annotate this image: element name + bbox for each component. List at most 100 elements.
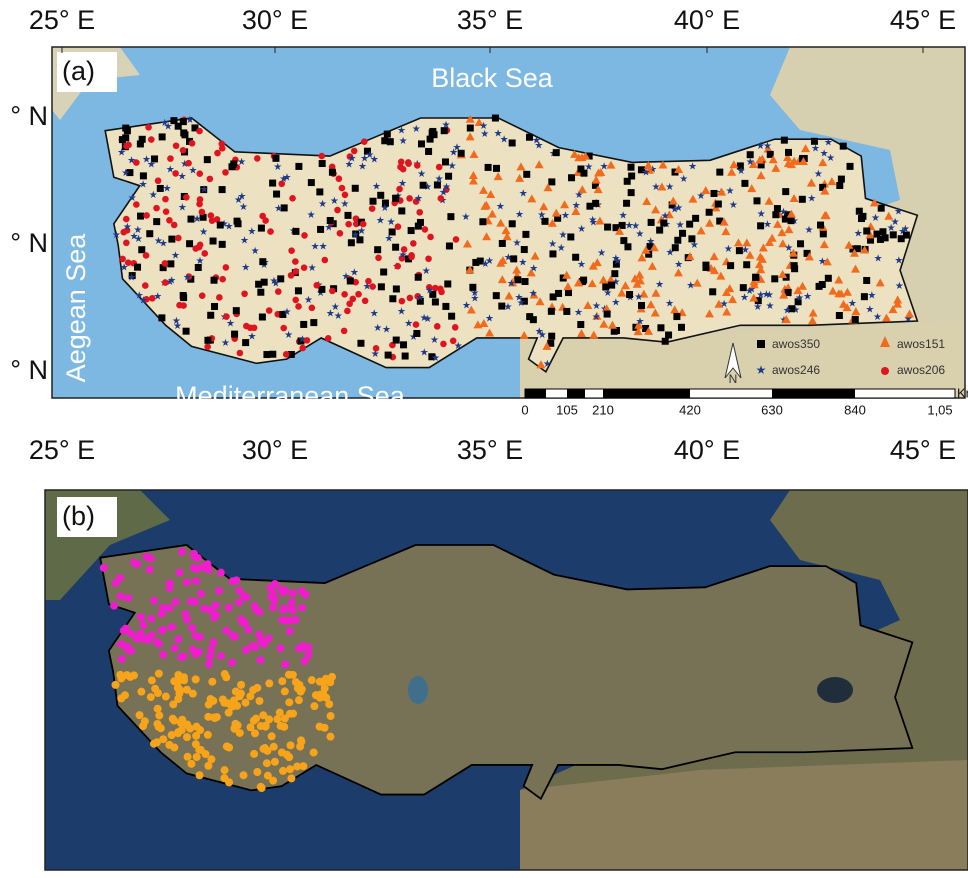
station-marker: [716, 169, 723, 176]
station-marker: [329, 288, 336, 295]
station-marker: ★: [417, 169, 426, 180]
station-marker: ★: [160, 118, 169, 129]
station-marker: [398, 159, 405, 166]
station-marker: [400, 166, 407, 173]
station-marker: [159, 133, 166, 140]
station-marker: ★: [538, 330, 547, 341]
station-marker: [385, 352, 392, 359]
station-marker: [123, 216, 130, 223]
station-marker: [189, 140, 196, 147]
station-marker: ★: [532, 136, 541, 147]
station-marker: [375, 255, 382, 262]
station-marker: [158, 314, 165, 321]
station-dot: [183, 720, 191, 728]
station-marker: ★: [430, 335, 439, 346]
map-a: ★★★★★★★★★★★★★★★★★★★★★★★★★★★★★★★★★★★★★★★★…: [52, 47, 965, 398]
station-marker: [137, 140, 144, 147]
station-dot: [278, 677, 286, 685]
station-marker: [526, 313, 533, 320]
station-dot: [289, 606, 297, 614]
station-marker: ★: [803, 292, 812, 303]
station-marker: ★: [200, 185, 209, 196]
station-marker: [216, 294, 223, 301]
station-marker: ★: [756, 141, 765, 152]
station-marker: [709, 288, 716, 295]
station-dot: [217, 652, 225, 660]
station-marker: [377, 192, 384, 199]
scale-label: 840: [844, 402, 866, 417]
station-marker: [344, 212, 351, 219]
legend-entry: awos206: [897, 363, 945, 377]
station-dot: [252, 606, 260, 614]
station-marker: [499, 240, 506, 247]
station-marker: ★: [895, 281, 904, 292]
station-marker: [199, 292, 206, 299]
station-marker: [429, 129, 436, 136]
station-dot: [229, 577, 237, 585]
station-marker: [259, 258, 266, 265]
station-dot: [118, 655, 126, 663]
station-marker: [753, 197, 760, 204]
station-marker: ★: [304, 295, 313, 306]
station-dot: [279, 767, 287, 775]
station-marker: ★: [811, 144, 820, 155]
station-marker: [440, 341, 447, 348]
station-marker: [442, 303, 449, 310]
station-marker: ★: [589, 218, 598, 229]
lon-label: 30° E: [242, 5, 308, 35]
station-dot: [192, 577, 200, 585]
station-marker: ★: [172, 316, 181, 327]
station-marker: [624, 243, 631, 250]
station-marker: ★: [741, 245, 750, 256]
station-dot: [281, 687, 289, 695]
station-marker: ★: [425, 285, 434, 296]
station-marker: [604, 224, 611, 231]
station-dot: [293, 762, 301, 770]
legend-entry: awos350: [772, 337, 820, 351]
station-marker: [384, 131, 391, 138]
station-marker: [836, 312, 843, 319]
station-marker: [678, 324, 685, 331]
station-marker: ★: [274, 204, 283, 215]
station-marker: [301, 232, 308, 239]
station-dot: [257, 637, 265, 645]
station-marker: ★: [479, 121, 488, 132]
station-dot: [230, 724, 238, 732]
station-marker: ★: [674, 260, 683, 271]
station-marker: ★: [279, 174, 288, 185]
station-dot: [205, 660, 213, 668]
station-dot: [222, 627, 230, 635]
station-marker: ★: [454, 341, 463, 352]
station-dot: [310, 702, 318, 710]
station-marker: [300, 321, 307, 328]
station-marker: ★: [783, 306, 792, 317]
station-dot: [265, 679, 273, 687]
station-marker: ★: [431, 353, 440, 364]
station-dot: [247, 723, 255, 731]
station-marker: ★: [873, 312, 882, 323]
station-dot: [269, 603, 277, 611]
station-marker: [257, 289, 264, 296]
station-marker: [138, 246, 145, 253]
map-b: [45, 490, 968, 870]
station-marker: ★: [725, 186, 734, 197]
station-marker: [153, 205, 160, 212]
sea-label: Mediterranean Sea: [175, 381, 406, 411]
station-dot: [190, 550, 198, 558]
station-dot: [192, 650, 200, 658]
station-marker: ★: [241, 262, 250, 273]
station-marker: ★: [163, 183, 172, 194]
station-dot: [154, 705, 162, 713]
station-dot: [171, 598, 179, 606]
station-marker: [380, 268, 387, 275]
station-marker: [347, 277, 354, 284]
station-marker: [665, 332, 672, 339]
station-dot: [285, 671, 293, 679]
station-marker: [620, 237, 627, 244]
station-marker: ★: [422, 266, 431, 277]
station-marker: ★: [665, 298, 674, 309]
scale-label: 420: [679, 402, 701, 417]
station-marker: [542, 218, 549, 225]
station-marker: [146, 230, 153, 237]
station-marker: [352, 185, 359, 192]
